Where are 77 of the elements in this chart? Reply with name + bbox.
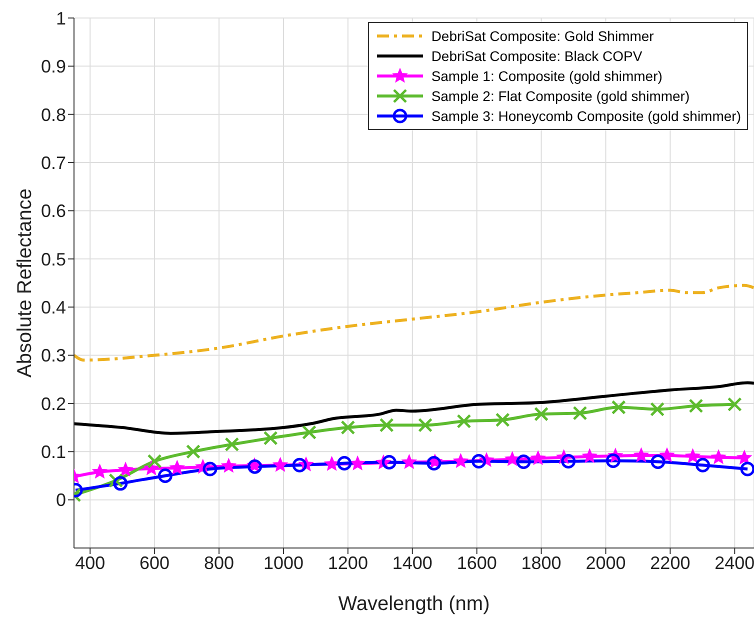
point xyxy=(186,444,200,459)
y-tick-label: 1 xyxy=(56,8,66,28)
point xyxy=(606,454,620,468)
y-tick-label: 0.2 xyxy=(40,394,66,414)
legend-label: DebriSat Composite: Black COPV xyxy=(431,48,642,64)
legend-label: Sample 2: Flat Composite (gold shimmer) xyxy=(431,88,690,104)
point xyxy=(273,458,288,472)
point xyxy=(418,418,433,432)
point xyxy=(170,460,184,474)
x-tick-label: 2400 xyxy=(714,552,754,573)
point xyxy=(222,458,236,472)
point xyxy=(505,452,520,466)
y-tick-label: 0.4 xyxy=(40,297,66,318)
point xyxy=(711,450,726,464)
legend-label: DebriSat Composite: Gold Shimmer xyxy=(431,28,654,44)
x-tick-label: 1000 xyxy=(263,552,304,573)
point xyxy=(158,468,172,483)
point xyxy=(202,462,218,476)
x-tick-label: 1600 xyxy=(456,552,497,573)
point xyxy=(263,430,278,446)
point xyxy=(324,456,339,470)
y-tick-label: 0.8 xyxy=(40,104,66,125)
legend-label: Sample 3: Honeycomb Composite (gold shimmer) xyxy=(431,108,741,124)
point xyxy=(611,400,626,415)
point xyxy=(337,456,352,470)
point xyxy=(686,448,700,463)
legend-label: Sample 1: Composite (gold shimmer) xyxy=(431,68,662,84)
y-tick-label: 0.9 xyxy=(40,56,66,77)
point xyxy=(456,414,472,429)
point xyxy=(472,454,486,469)
point xyxy=(561,454,576,469)
point xyxy=(340,420,356,435)
x-tick-label: 2200 xyxy=(650,552,690,573)
line-series xyxy=(74,381,754,435)
point xyxy=(379,418,394,432)
point xyxy=(224,437,240,452)
x-tick-label: 2000 xyxy=(586,552,626,573)
y-tick-label: 0.7 xyxy=(40,152,66,173)
point xyxy=(147,454,162,469)
point xyxy=(495,412,510,428)
point xyxy=(650,402,665,416)
point xyxy=(382,454,396,470)
point xyxy=(650,454,666,470)
point xyxy=(113,476,128,491)
y-axis-title: Absolute Reflectance xyxy=(14,188,36,378)
point xyxy=(634,448,648,462)
point xyxy=(118,462,133,476)
point xyxy=(660,448,674,462)
point xyxy=(302,425,317,440)
point xyxy=(530,450,546,465)
point xyxy=(516,454,531,470)
point xyxy=(402,454,416,468)
x-tick-label: 400 xyxy=(75,552,106,573)
x-tick-label: 1800 xyxy=(521,552,562,573)
x-tick-label: 1200 xyxy=(328,552,368,573)
point xyxy=(292,458,307,472)
point xyxy=(454,454,468,468)
point xyxy=(737,450,752,464)
point xyxy=(582,448,597,463)
point xyxy=(688,398,704,414)
point xyxy=(350,456,365,470)
x-tick-label: 800 xyxy=(204,552,234,573)
y-tick-label: 0.6 xyxy=(40,201,66,222)
x-tick-label: 600 xyxy=(140,552,170,573)
line-series xyxy=(74,284,754,362)
point xyxy=(740,462,754,476)
point xyxy=(696,458,710,472)
y-tick-label: 0.3 xyxy=(40,346,66,366)
point xyxy=(727,397,742,412)
point xyxy=(534,406,549,422)
x-tick-label: 1400 xyxy=(392,552,432,573)
point xyxy=(572,406,588,420)
y-tick-label: 0 xyxy=(56,490,66,510)
y-tick-label: 0.5 xyxy=(40,249,66,270)
y-tick-label: 0.1 xyxy=(40,442,66,462)
point xyxy=(92,464,107,478)
x-axis-title: Wavelength (nm) xyxy=(338,593,490,616)
